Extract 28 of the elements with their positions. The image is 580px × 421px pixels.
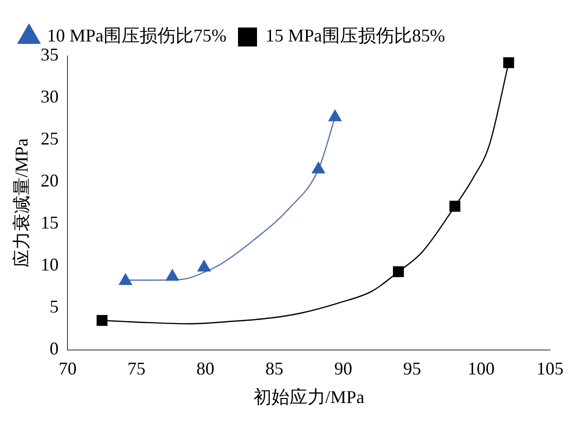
point xyxy=(328,110,342,122)
y-tick-label: 35 xyxy=(40,44,59,65)
y-axis-title: 应力衰减量/MPa xyxy=(12,138,32,268)
legend-label: 15 MPa围压损伤比85% xyxy=(266,26,446,46)
point xyxy=(312,162,326,174)
point xyxy=(449,200,460,212)
legend-label: 10 MPa围压损伤比75% xyxy=(47,26,227,46)
x-tick-label: 95 xyxy=(403,358,422,378)
y-tick-label: 30 xyxy=(40,86,59,107)
point xyxy=(392,266,404,278)
point xyxy=(166,269,179,281)
y-tick-label: 10 xyxy=(40,254,59,275)
x-tick-label: 105 xyxy=(536,358,564,378)
x-tick-label: 70 xyxy=(58,358,77,378)
y-tick-label: 15 xyxy=(40,212,59,233)
point xyxy=(96,314,108,326)
x-tick-label: 90 xyxy=(334,358,352,378)
y-tick-label: 5 xyxy=(50,296,59,317)
point xyxy=(118,273,132,285)
point xyxy=(197,260,211,272)
x-tick-label: 80 xyxy=(196,358,214,378)
x-tick-label: 85 xyxy=(265,358,284,378)
x-axis-title: 初始应力/MPa xyxy=(253,386,364,407)
y-tick-label: 25 xyxy=(40,128,59,149)
y-tick-label: 20 xyxy=(40,170,59,191)
x-tick-label: 75 xyxy=(128,358,146,378)
x-tick-label: 100 xyxy=(468,358,495,378)
y-tick-label: 0 xyxy=(50,338,59,359)
